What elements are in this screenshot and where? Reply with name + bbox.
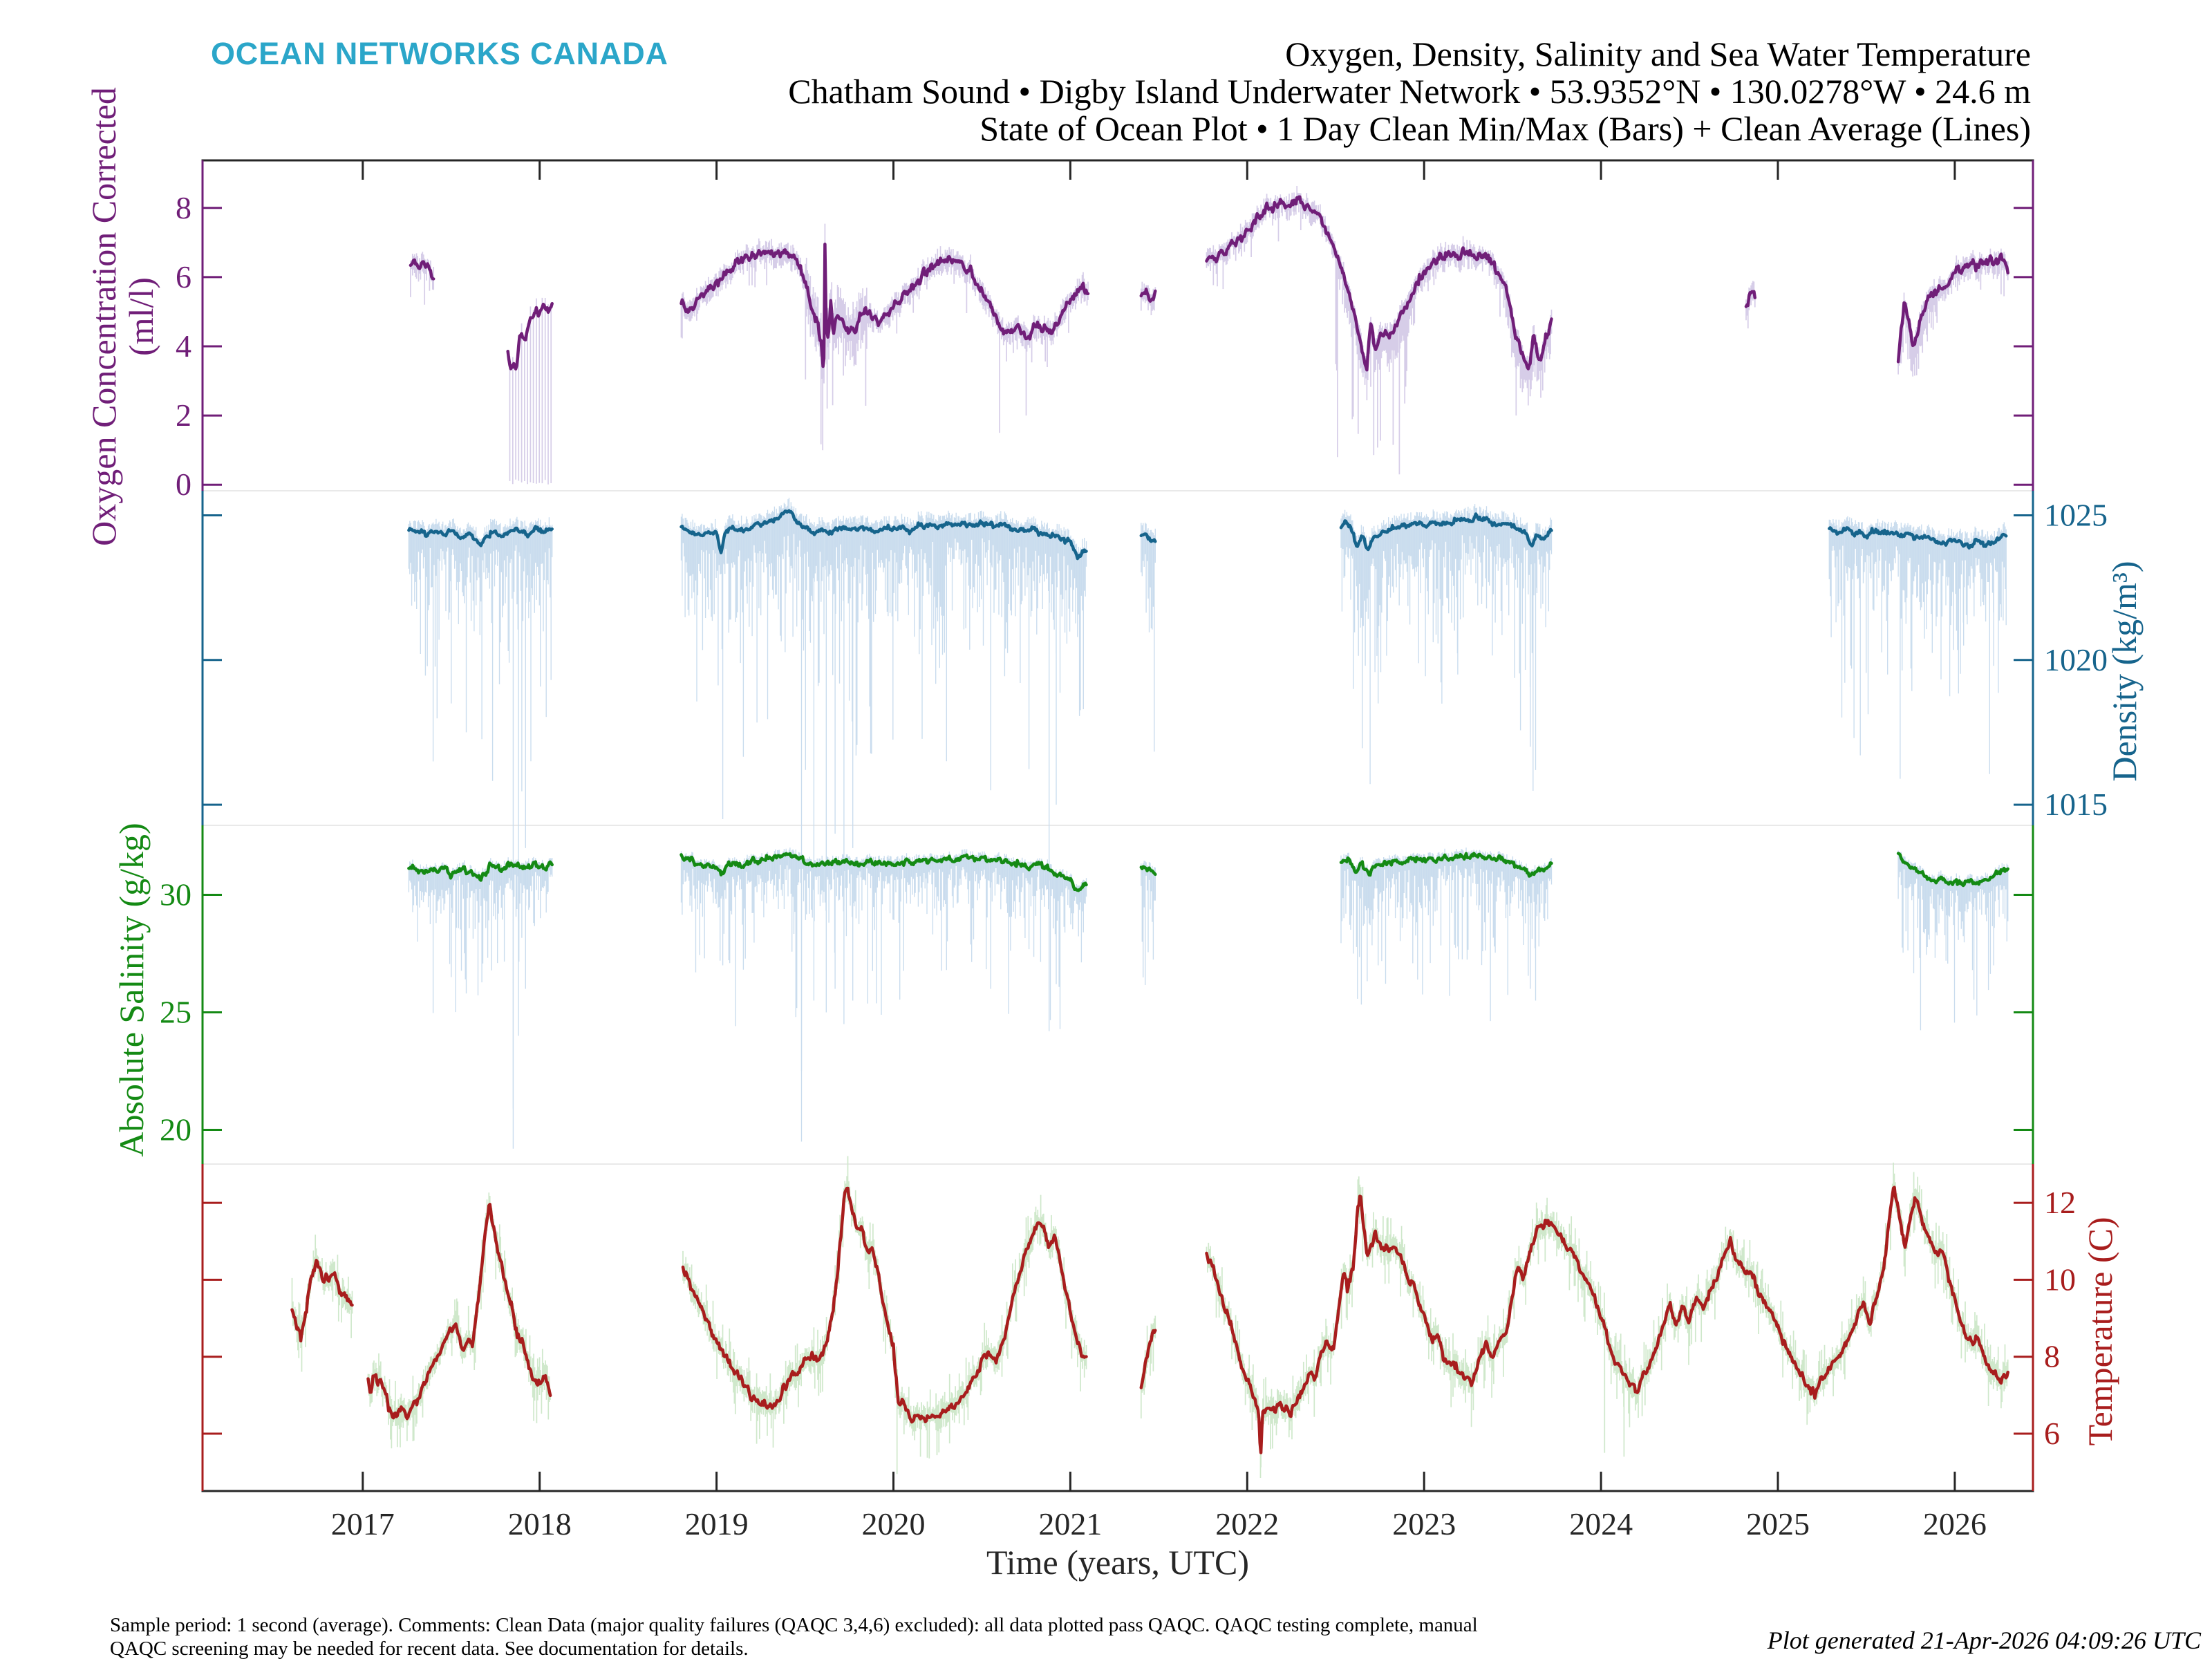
svg-text:(ml/l): (ml/l) <box>122 277 160 356</box>
svg-text:2020: 2020 <box>862 1506 926 1541</box>
svg-text:2019: 2019 <box>685 1506 749 1541</box>
svg-text:8: 8 <box>176 190 191 225</box>
svg-text:1020: 1020 <box>2044 642 2108 677</box>
svg-text:Temperature (C): Temperature (C) <box>2081 1217 2119 1445</box>
svg-text:20: 20 <box>160 1112 191 1147</box>
svg-text:2017: 2017 <box>331 1506 395 1541</box>
svg-text:2024: 2024 <box>1569 1506 1633 1541</box>
svg-text:0: 0 <box>176 467 191 502</box>
svg-text:2018: 2018 <box>508 1506 572 1541</box>
svg-text:1025: 1025 <box>2044 498 2108 533</box>
svg-text:1015: 1015 <box>2044 787 2108 822</box>
svg-text:2025: 2025 <box>1746 1506 1810 1541</box>
svg-text:30: 30 <box>160 877 191 912</box>
svg-text:Oxygen, Density, Salinity and: Oxygen, Density, Salinity and Sea Water … <box>1285 35 2031 73</box>
svg-text:2022: 2022 <box>1215 1506 1279 1541</box>
svg-text:2026: 2026 <box>1923 1506 1987 1541</box>
svg-text:Oxygen Concentration Corrected: Oxygen Concentration Corrected <box>84 87 123 546</box>
svg-text:2021: 2021 <box>1038 1506 1102 1541</box>
svg-text:2: 2 <box>176 397 191 433</box>
svg-text:Plot generated 21-Apr-2026 04:: Plot generated 21-Apr-2026 04:09:26 UTC <box>1767 1627 2202 1654</box>
svg-text:Chatham Sound • Digby Island U: Chatham Sound • Digby Island Underwater … <box>788 72 2031 111</box>
svg-text:6: 6 <box>176 259 191 294</box>
svg-text:Density (kg/m³): Density (kg/m³) <box>2105 561 2144 781</box>
svg-text:State of Ocean Plot • 1 Day Cl: State of Ocean Plot • 1 Day Clean Min/Ma… <box>980 109 2031 148</box>
svg-text:Sample period: 1 second (avera: Sample period: 1 second (average). Comme… <box>110 1614 1478 1636</box>
svg-text:Absolute Salinity (g/kg): Absolute Salinity (g/kg) <box>112 823 151 1156</box>
svg-text:25: 25 <box>160 995 191 1030</box>
svg-text:8: 8 <box>2044 1339 2060 1374</box>
svg-text:Time (years, UTC): Time (years, UTC) <box>986 1543 1249 1582</box>
svg-text:QAQC screening may be needed f: QAQC screening may be needed for recent … <box>110 1638 749 1659</box>
svg-text:4: 4 <box>176 328 191 364</box>
svg-text:10: 10 <box>2044 1262 2076 1297</box>
svg-text:12: 12 <box>2044 1185 2076 1220</box>
svg-text:2023: 2023 <box>1392 1506 1456 1541</box>
svg-text:6: 6 <box>2044 1416 2060 1451</box>
svg-text:OCEAN NETWORKS CANADA: OCEAN NETWORKS CANADA <box>211 36 668 71</box>
